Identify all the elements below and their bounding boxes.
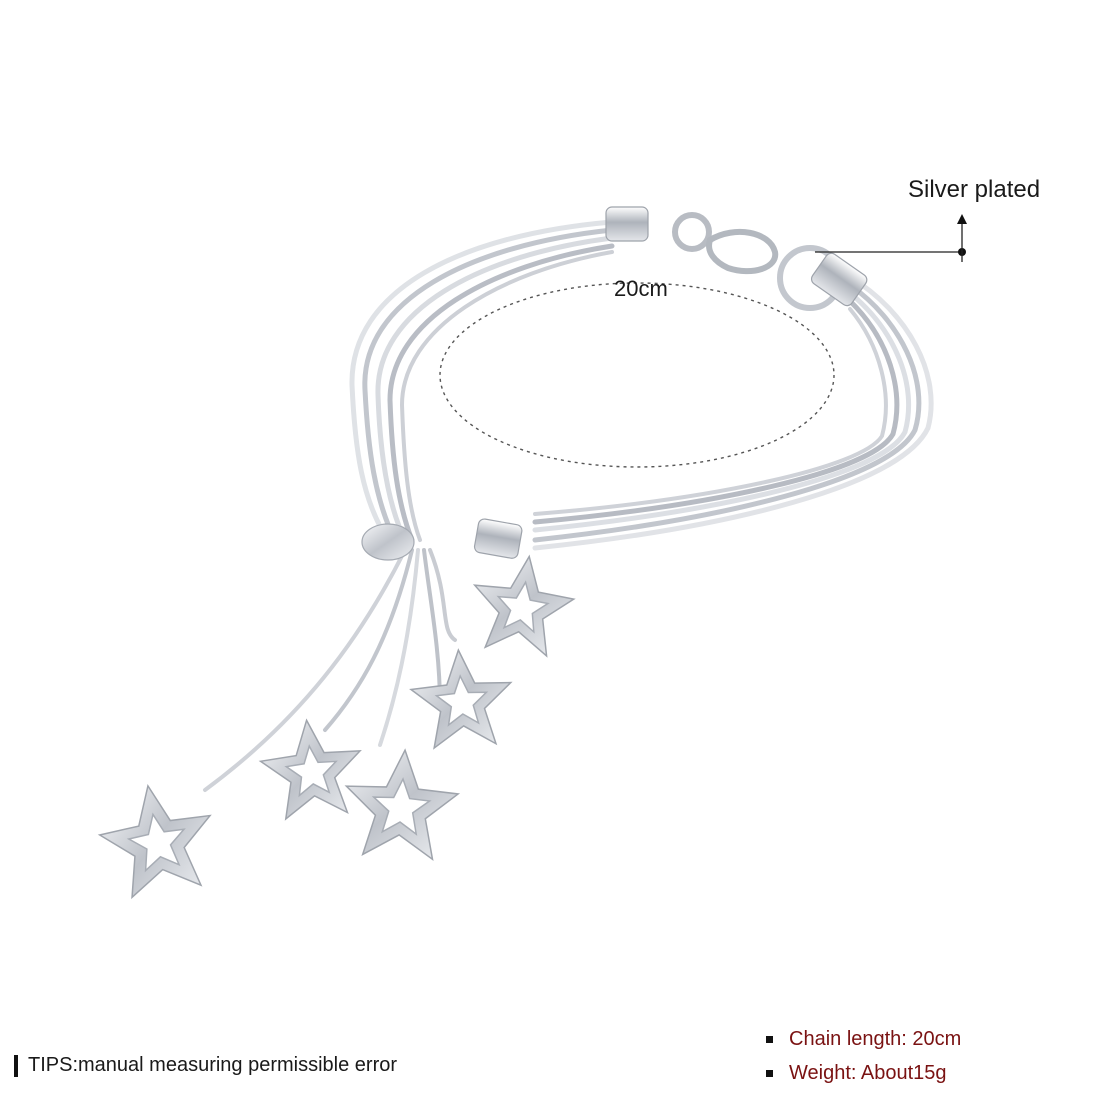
spec-item: Weight: About15g [766,1056,961,1090]
tips-text: TIPS:manual measuring permissible error [28,1054,398,1076]
tips-note: TIPS:manual measuring permissible error [14,1054,397,1077]
size-guide-ellipse [439,282,835,468]
spec-list: Chain length: 20cm Weight: About15g [766,1022,961,1090]
tips-marker [14,1054,18,1077]
star-pendant-icon [409,648,513,750]
spec-item: Chain length: 20cm [766,1022,961,1056]
spec-weight: Weight: About15g [789,1061,947,1084]
clasp [605,206,868,311]
star-pendant-icon [97,783,212,900]
material-label: Silver plated [908,176,1041,203]
spec-chain-length: Chain length: 20cm [789,1027,962,1050]
bullet-icon [766,1069,773,1077]
bullet-icon [766,1035,773,1043]
star-pendant-icon [472,554,576,658]
tassel-bead [361,518,523,561]
arrow-up-icon [815,214,967,262]
star-pendant-icon [258,718,362,821]
size-label: 20cm [614,276,668,301]
star-pendant-icon [344,748,461,862]
